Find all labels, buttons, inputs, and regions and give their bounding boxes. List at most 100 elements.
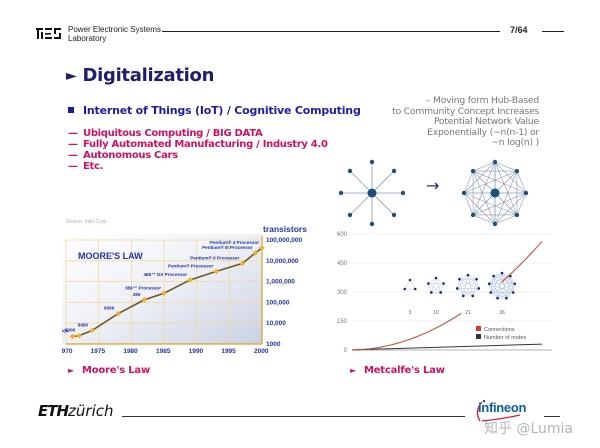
inset-label: 21 (465, 310, 471, 316)
x-tick-label: 1990 (189, 348, 204, 355)
footer-divider (122, 416, 465, 417)
network-node (511, 291, 515, 294)
network-node (413, 287, 417, 291)
x-tick-label: 1970 (62, 348, 73, 355)
caption-moores-law: ► Moore's Law (68, 365, 150, 376)
y-tick-label: 150 (337, 319, 348, 325)
network-node (458, 277, 461, 281)
data-point (115, 310, 122, 317)
network-node (471, 294, 475, 298)
network-node (514, 168, 520, 174)
chart-y-label: transistors (263, 224, 307, 234)
network-node (487, 282, 491, 286)
caption-text: Metcalfe's Law (363, 365, 445, 376)
network-node (461, 294, 465, 298)
chart-title: MOORE'S LAW (78, 251, 143, 261)
square-bullet-icon (68, 107, 74, 113)
legend-label-nodes: Number of nodes (484, 335, 526, 341)
network-node (492, 274, 495, 278)
network-node (492, 221, 498, 227)
eth-logo-rest: zürich (68, 402, 114, 420)
sub-bullet-text: Ubiquitous Computing / BIG DATA (83, 128, 263, 139)
hub-network-diagram (338, 159, 406, 227)
network-node (434, 276, 438, 280)
network-value-note: – Moving form Hub-Based to Community Con… (392, 95, 539, 149)
inset-label: 3 (409, 310, 412, 316)
slide-title-text: Digitalization (82, 65, 215, 86)
metcalfes-law-chart: 0 150 300 450 600 3 10 21 36 Connections Number… (337, 232, 552, 354)
network-node (496, 296, 499, 300)
infineon-swoosh-icon (476, 399, 521, 422)
data-point (239, 260, 246, 267)
lab-name-line2: Laboratory (68, 34, 107, 43)
main-bullet: Internet of Things (IoT) / Cognitive Com… (68, 104, 361, 117)
network-node (475, 277, 478, 281)
triangle-bullet-icon: ► (66, 68, 77, 84)
chart-source: Source: Intel Corp. (66, 219, 108, 225)
network-node (523, 190, 529, 196)
note-line: Potential Network Value (433, 116, 539, 127)
network-node (490, 188, 500, 198)
sub-bullet-text: Autonomous Cars (83, 150, 178, 161)
network-node (470, 212, 476, 218)
main-bullet-text: Internet of Things (IoT) / Cognitive Com… (83, 104, 361, 117)
network-node (408, 278, 412, 282)
caption-metcalfes-law: ► Metcalfe's Law (350, 365, 445, 376)
sub-bullet-item: — Fully Automated Manufacturing / Industr… (68, 139, 328, 150)
point-label: 8086 (104, 306, 115, 311)
y-tick-label: 450 (337, 261, 348, 267)
note-line: to Community Concept Increases (392, 105, 539, 117)
point-label: 8008 (65, 328, 76, 333)
point-label: 286 (133, 292, 141, 297)
legend-swatch-nodes (476, 334, 481, 339)
network-node (403, 287, 407, 291)
point-label: 486™ DX Processor (143, 272, 187, 277)
x-tick-label: 1985 (156, 348, 171, 355)
x-tick-label: 1980 (123, 348, 138, 355)
network-node (505, 296, 508, 300)
network-node (427, 282, 430, 285)
sub-bullet-item: — Autonomous Cars (68, 150, 328, 161)
sub-bullet-text: Etc. (83, 161, 104, 172)
network-node (429, 291, 433, 294)
dash-icon: — (68, 150, 78, 161)
network-node (492, 159, 498, 165)
note-line: – Moving form Hub-Based (425, 95, 539, 106)
watermark: 知乎 @Lumia (484, 421, 573, 437)
x-tick-label: 1975 (91, 348, 106, 355)
y-tick-label: 100,000,000 (266, 237, 303, 244)
sub-bullet-item: — Etc. (68, 161, 328, 172)
y-tick-label: 1,000,000 (266, 279, 295, 286)
note-line: Exponentially (~n(n-1) or (427, 126, 539, 138)
infineon-logo: infineon (478, 400, 527, 415)
data-point (69, 333, 76, 340)
y-tick-label: 10,000 (266, 320, 286, 327)
point-label: 8080 (78, 322, 89, 327)
y-tick-label: 0 (344, 348, 348, 354)
moores-law-chart: 400480088080 8086 286 386™ Processor 486™ DX… (62, 219, 307, 355)
network-node (514, 212, 520, 218)
point-label: Pentium® Processor (168, 262, 213, 268)
lab-name: Power Electronic Systems Laboratory (68, 25, 161, 43)
data-point (252, 250, 259, 256)
dash-icon: — (68, 161, 78, 172)
network-node (470, 168, 476, 174)
network-node (439, 291, 443, 294)
network-node (461, 190, 467, 196)
network-node (466, 273, 470, 277)
triangle-bullet-icon: ► (350, 366, 356, 375)
eth-logo-bold: ETH (38, 402, 69, 420)
chart-background (62, 234, 262, 344)
mesh-network-diagram (461, 159, 529, 227)
header-divider (162, 31, 500, 32)
point-label: 386™ Processor (125, 285, 161, 290)
point-label: Pentium® II Processor (190, 254, 239, 260)
network-node (442, 282, 445, 285)
sub-bullet-text: Fully Automated Manufacturing / Industry… (83, 139, 328, 150)
triangle-bullet-icon: ► (68, 366, 74, 375)
sub-bullet-item: — Ubiquitous Computing / BIG DATA (68, 128, 328, 139)
page-number: 7/64 (510, 25, 528, 35)
inset-label: 10 (433, 310, 439, 316)
point-label: Pentium® 4 Processor (210, 239, 259, 245)
sub-bullet-list: — Ubiquitous Computing / BIG DATA — Fully … (68, 128, 328, 172)
